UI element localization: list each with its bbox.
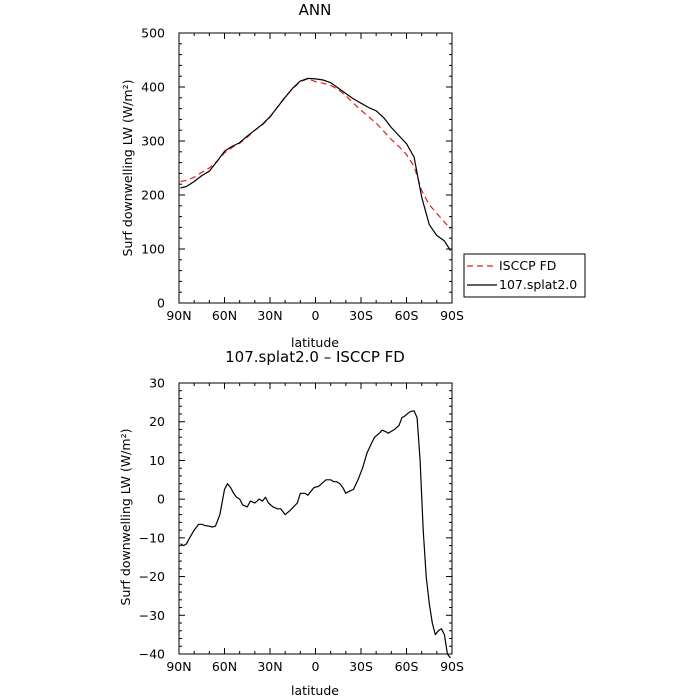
bottom-x-tick-label: 0: [312, 659, 320, 674]
bottom-x-tick-label: 60S: [395, 659, 419, 674]
bottom-y-tick-label: 30: [149, 376, 165, 391]
bottom-x-tick-label: 90S: [440, 659, 464, 674]
bottom-x-tick-label: 90N: [166, 659, 191, 674]
bottom-x-axis-label: latitude: [291, 683, 339, 698]
bottom-y-tick-label: −20: [139, 569, 165, 584]
legend-box: [463, 253, 586, 298]
top-x-tick-label: 60S: [395, 308, 419, 323]
legend-obs-label: ISCCP FD: [499, 258, 556, 273]
top-y-tick-label: 300: [141, 134, 165, 149]
legend: ISCCP FD 107.splat2.0: [463, 253, 586, 298]
top-x-tick-label: 90N: [166, 308, 191, 323]
bottom-y-tick-label: −10: [139, 530, 165, 545]
bottom-y-tick-label: 0: [157, 492, 165, 507]
bottom-y-tick-label: 20: [149, 414, 165, 429]
bottom-y-tick-label: 10: [149, 453, 165, 468]
bottom-x-tick-label: 30S: [349, 659, 373, 674]
bottom-y-axis-label: Surf downwelling LW (W/m²): [118, 429, 133, 606]
top-series-obs-line: [180, 78, 451, 230]
bottom-x-tick-label: 60N: [212, 659, 237, 674]
top-y-tick-label: 400: [141, 80, 165, 95]
top-plot-area: 90N 60N 30N 0 30S 60S 90S 0 100 200 300 400 500: [141, 26, 464, 324]
top-x-tick-label: 30S: [349, 308, 373, 323]
bottom-chart-title: 107.splat2.0 – ISCCP FD: [225, 348, 405, 366]
top-x-tick-label: 30N: [257, 308, 282, 323]
top-panel: ANN 90N 60N 30N 0 30S 60S 90S0100200300400500 …: [120, 1, 586, 350]
top-y-axis-label: Surf downwelling LW (W/m²): [120, 80, 135, 257]
top-chart-title: ANN: [299, 1, 332, 19]
top-y-tick-label: 200: [141, 188, 165, 203]
bottom-y-tick-label: −40: [139, 647, 165, 662]
top-y-tick-label: 100: [141, 242, 165, 257]
bottom-plot-area: 90N 60N 30N 0 30S 60S 90S −40 −30 −20 −10 0 10 20 30: [139, 376, 464, 675]
top-x-tick-label: 60N: [212, 308, 237, 323]
top-x-tick-label: 0: [312, 308, 320, 323]
top-x-axis-label: latitude: [291, 335, 339, 350]
top-y-tick-label: 500: [141, 26, 165, 41]
bottom-series-model-line: [180, 410, 451, 659]
top-series-model-line: [180, 77, 452, 251]
bottom-plot-frame: [178, 382, 453, 655]
legend-model-label: 107.splat2.0: [499, 277, 577, 292]
bottom-y-tick-label: −30: [139, 608, 165, 623]
top-plot-frame: [178, 32, 453, 304]
top-y-tick-label: 0: [157, 296, 165, 311]
bottom-panel: 107.splat2.0 – ISCCP FD 90N 60N 30N 0 30S 60S…: [118, 348, 464, 698]
top-x-tick-label: 90S: [440, 308, 464, 323]
bottom-x-tick-label: 30N: [257, 659, 282, 674]
